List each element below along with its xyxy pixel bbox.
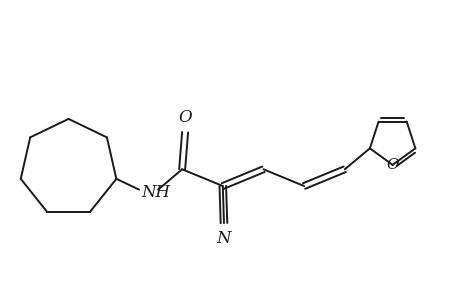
Text: O: O bbox=[178, 109, 191, 126]
Text: O: O bbox=[386, 158, 398, 172]
Text: N: N bbox=[216, 230, 231, 247]
Text: NH: NH bbox=[141, 184, 170, 200]
